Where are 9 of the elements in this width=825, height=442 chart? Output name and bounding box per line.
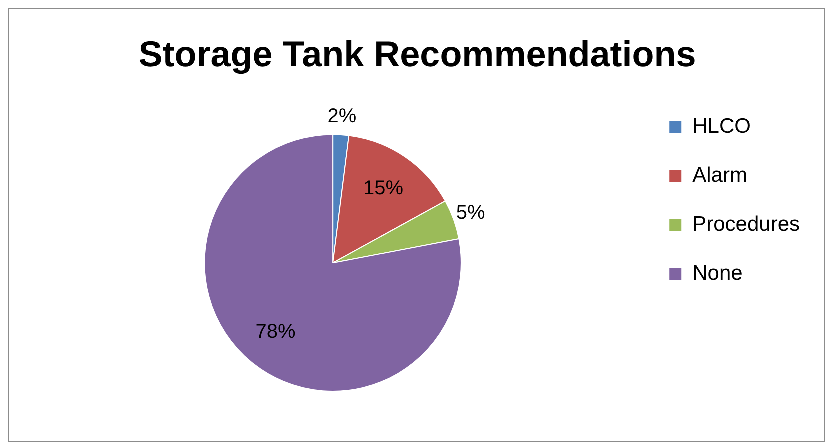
legend-label: Procedures xyxy=(692,212,800,236)
chart-title: Storage Tank Recommendations xyxy=(138,34,696,75)
legend-label: None xyxy=(692,262,743,285)
legend-label: Alarm xyxy=(692,164,748,187)
legend-label: HLCO xyxy=(692,114,751,138)
data-label: 2% xyxy=(328,106,357,128)
data-label: 15% xyxy=(364,177,404,200)
data-label: 5% xyxy=(456,202,486,224)
data-label: 78% xyxy=(256,320,296,343)
